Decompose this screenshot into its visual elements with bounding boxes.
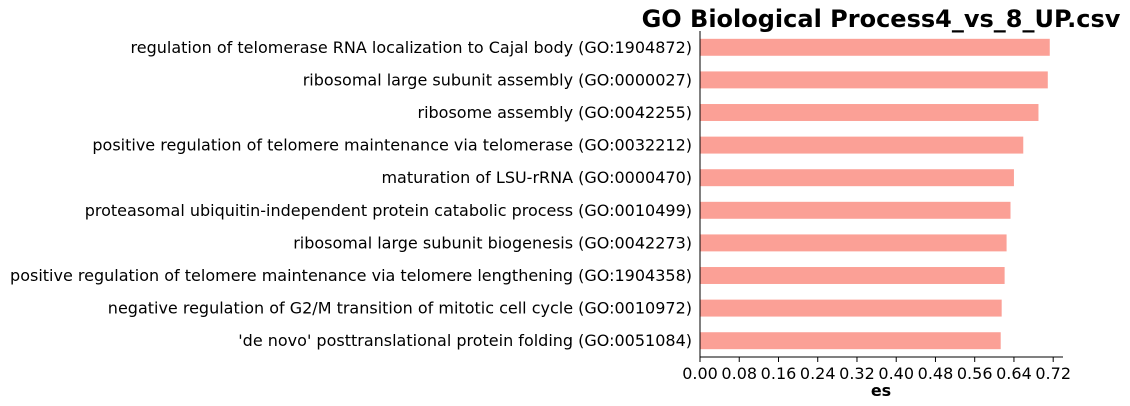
category-label-8: negative regulation of G2/M transition o…: [108, 299, 692, 318]
bar-7: [700, 267, 1005, 284]
bar-0: [700, 38, 1050, 56]
bar-8: [700, 299, 1002, 317]
category-label-9: 'de novo' posttranslational protein fold…: [238, 331, 692, 350]
category-label-0: regulation of telomerase RNA localizatio…: [131, 38, 692, 57]
category-label-1: ribosomal large subunit assembly (GO:000…: [303, 70, 692, 89]
x-tick-label-1: 0.08: [721, 364, 757, 383]
x-tick-label-5: 0.40: [878, 364, 914, 383]
x-tick-label-7: 0.56: [957, 364, 993, 383]
category-label-5: proteasomal ubiquitin-independent protei…: [85, 201, 692, 220]
bar-4: [700, 169, 1014, 187]
x-tick-label-8: 0.64: [996, 364, 1032, 383]
x-ticks-group: 0.00 0.08 0.16 0.24 0.32 0.40 0.48 0.56 0.64 0.72: [682, 357, 1071, 383]
bar-3: [700, 136, 1024, 154]
category-label-3: positive regulation of telomere maintena…: [92, 136, 692, 155]
bar-5: [700, 201, 1011, 219]
category-label-7: positive regulation of telomere maintena…: [10, 266, 692, 285]
x-axis-label: es: [871, 381, 891, 400]
category-labels-group: regulation of telomerase RNA localizatio…: [10, 38, 692, 350]
chart-title: GO Biological Process4_vs_8_UP.csv: [642, 5, 1121, 33]
bar-9: [700, 332, 1001, 350]
bar-2: [700, 104, 1039, 121]
x-tick-label-0: 0.00: [682, 364, 718, 383]
bar-6: [700, 234, 1007, 252]
category-label-4: maturation of LSU-rRNA (GO:0000470): [381, 168, 692, 187]
axes-group: [699, 31, 1063, 358]
category-label-2: ribosome assembly (GO:0042255): [417, 103, 692, 122]
x-tick-label-6: 0.48: [918, 364, 954, 383]
bars-group: [700, 38, 1050, 350]
x-tick-label-9: 0.72: [1035, 364, 1071, 383]
x-tick-label-2: 0.16: [761, 364, 797, 383]
bar-1: [700, 71, 1048, 89]
x-tick-label-4: 0.32: [839, 364, 875, 383]
x-tick-label-3: 0.24: [800, 364, 836, 383]
category-label-6: ribosomal large subunit biogenesis (GO:0…: [293, 233, 692, 252]
